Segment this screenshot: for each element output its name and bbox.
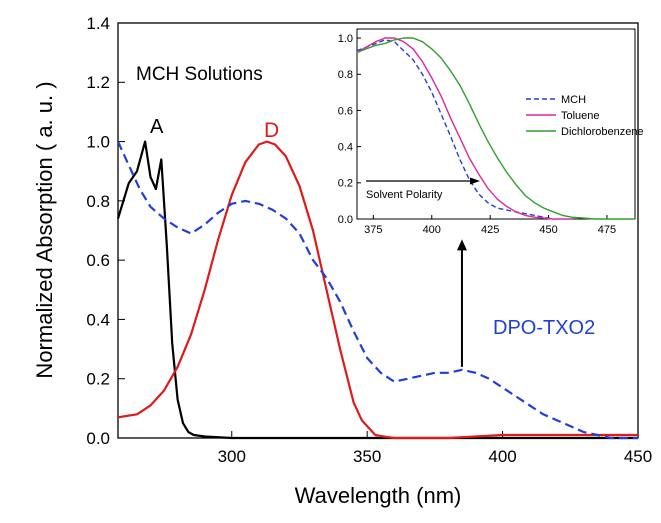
inset-xtick-label-2: 425 [481,224,499,236]
inset-xtick-label-4: 475 [598,224,616,236]
inset-ytick-label-3: 0.6 [338,105,353,117]
main-ytick-label-7: 1.4 [86,14,110,33]
label-dpo-txo2: DPO-TXO2 [493,317,595,339]
solution-label: MCH Solutions [136,64,263,85]
main-series-d [117,140,638,440]
inset-plot-frame [356,28,636,220]
legend-label-mch: MCH [561,94,586,106]
inset-xtick-label-3: 450 [539,224,557,236]
main-ytick-label-0: 0.0 [86,429,110,448]
label-d: D [264,119,279,142]
inset-series-layer [356,37,635,220]
main-ytick-label-2: 0.4 [86,310,110,329]
main-axis-ticks: 300 350 400 450 0.0 0.2 0.4 0.6 0.8 1.0 1.2 1.4 [86,14,652,466]
inset-ytick-label-4: 0.8 [338,69,353,81]
inset-ytick-label-1: 0.2 [338,178,353,190]
inset-legend: MCH Toluene Dichlorobenzene [526,94,644,138]
main-series-a [116,140,638,440]
inset-series-toluene [356,37,572,220]
main-ytick-label-5: 1.0 [86,133,110,152]
main-series-dpo-txo2 [116,141,638,440]
inset-ytick-label-2: 0.4 [338,141,353,153]
main-xtick-label-1: 350 [353,447,381,466]
inset-xtick-label-1: 400 [423,224,441,236]
main-ytick-label-6: 1.2 [86,73,110,92]
main-xtick-label-0: 300 [218,447,246,466]
solvent-polarity-arrowhead [470,177,480,185]
main-ytick-label-3: 0.6 [86,251,110,270]
main-ytick-label-4: 0.8 [86,192,110,211]
legend-label-dichlorobenzene: Dichlorobenzene [561,126,644,138]
main-ytick-label-1: 0.2 [86,370,110,389]
inset-ytick-label-0: 0.0 [338,214,353,226]
inset-xtick-label-0: 375 [364,224,382,236]
label-a: A [150,116,164,138]
inset-ytick-label-5: 1.0 [338,33,353,45]
inset-axis-ticks: 375 400 425 450 475 0.0 0.2 0.4 0.6 0.8 1.0 [338,33,616,236]
legend-label-toluene: Toluene [561,110,600,122]
inset-series-mch [356,39,554,220]
main-xtick-label-2: 400 [488,447,516,466]
solvent-polarity-label: Solvent Polarity [366,189,443,201]
growth-arrow [456,239,467,367]
xlabel: Wavelength (nm) [295,483,462,508]
main-xtick-label-3: 450 [624,447,652,466]
ylabel: Normalized Absorption ( a. u. ) [32,81,57,378]
inset-series-dichlorobenzene [356,37,635,220]
growth-arrow-head [456,239,467,251]
main-series-layer [116,140,638,440]
